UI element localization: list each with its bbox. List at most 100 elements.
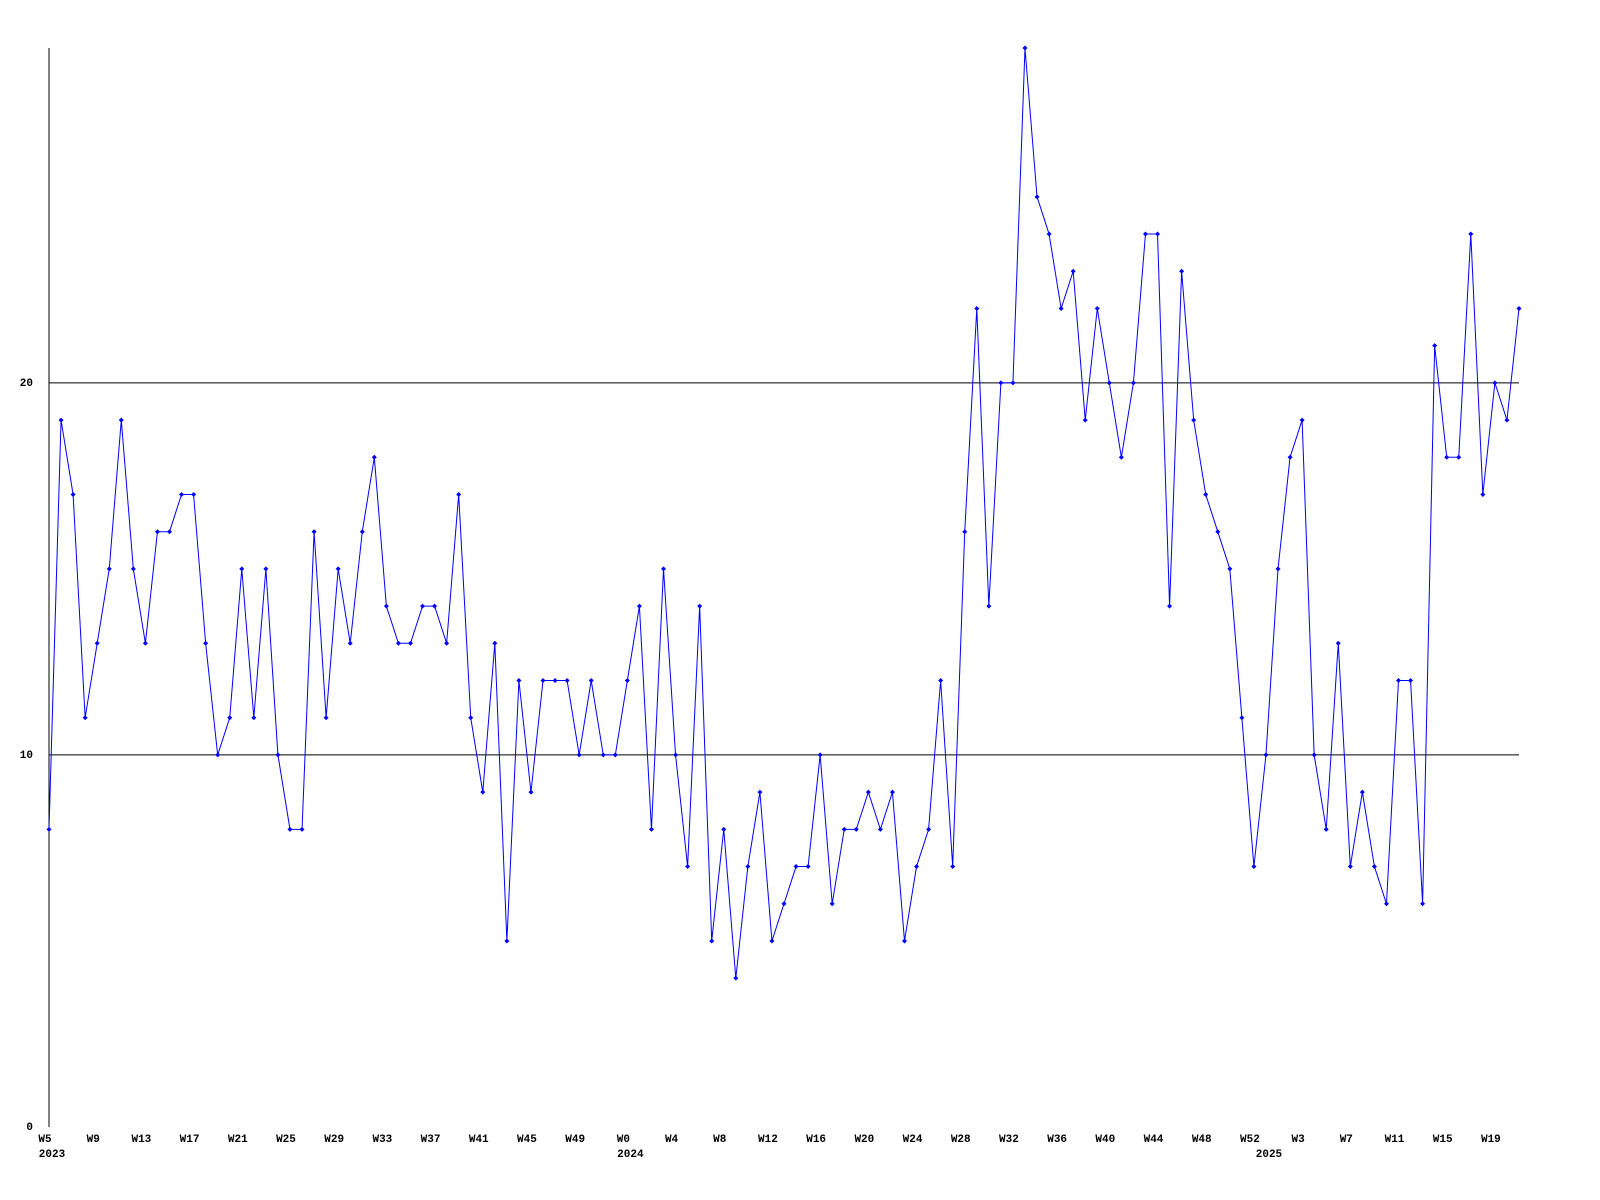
x-tick-label: W5 (38, 1134, 52, 1146)
x-tick-label: W41 (469, 1134, 489, 1146)
data-point (227, 715, 233, 721)
data-point (1492, 380, 1498, 386)
data-point (480, 789, 486, 795)
data-point (697, 603, 703, 609)
x-tick-label: W17 (180, 1134, 200, 1146)
data-point (1323, 826, 1329, 832)
data-point (1335, 640, 1341, 646)
data-point (347, 640, 353, 646)
data-point (1070, 268, 1076, 274)
data-point (1191, 417, 1197, 423)
data-point (986, 603, 992, 609)
x-tick-label: W24 (903, 1134, 923, 1146)
data-point (1263, 752, 1269, 758)
data-point (914, 864, 920, 870)
data-point (142, 640, 148, 646)
data-point (1504, 417, 1510, 423)
data-point (287, 826, 293, 832)
data-point (1371, 864, 1377, 870)
data-point (1383, 901, 1389, 907)
x-tick-label: W0 (617, 1134, 630, 1146)
data-point (1516, 305, 1522, 311)
data-point (106, 566, 112, 572)
year-label: 2025 (1256, 1149, 1283, 1161)
data-point (1130, 380, 1136, 386)
data-point (624, 678, 630, 684)
data-point (962, 529, 968, 535)
data-point (1118, 454, 1124, 460)
data-point (444, 640, 450, 646)
x-tick-label: W7 (1340, 1134, 1353, 1146)
data-point (938, 678, 944, 684)
data-point (1299, 417, 1305, 423)
y-tick-label: 0 (26, 1122, 33, 1134)
data-point (781, 901, 787, 907)
x-tick-label: W36 (1047, 1134, 1067, 1146)
y-tick-label: 20 (20, 378, 33, 390)
data-point (166, 529, 172, 535)
x-tick-label: W33 (372, 1134, 392, 1146)
data-point (1408, 678, 1414, 684)
data-point (1444, 454, 1450, 460)
data-point (576, 752, 582, 758)
data-point (1311, 752, 1317, 758)
data-point (648, 826, 654, 832)
data-point (1480, 491, 1486, 497)
data-point (1359, 789, 1365, 795)
data-point (998, 380, 1004, 386)
data-point (805, 864, 811, 870)
data-point (950, 864, 956, 870)
data-point (974, 305, 980, 311)
data-point (395, 640, 401, 646)
x-tick-label: W20 (854, 1134, 874, 1146)
data-point (1215, 529, 1221, 535)
x-tick-label: W48 (1192, 1134, 1212, 1146)
data-point (564, 678, 570, 684)
data-point (745, 864, 751, 870)
x-tick-label: W13 (131, 1134, 151, 1146)
data-point (612, 752, 618, 758)
x-tick-label: W32 (999, 1134, 1019, 1146)
data-point (70, 491, 76, 497)
x-tick-label: W16 (806, 1134, 826, 1146)
data-point (1227, 566, 1233, 572)
data-point (407, 640, 413, 646)
data-point (661, 566, 667, 572)
data-point (1022, 45, 1028, 51)
y-tick-label: 10 (20, 750, 33, 762)
data-point (215, 752, 221, 758)
x-tick-label: W45 (517, 1134, 537, 1146)
data-point (1046, 231, 1052, 237)
data-point (636, 603, 642, 609)
x-tick-label: W44 (1144, 1134, 1164, 1146)
year-label: 2023 (39, 1149, 66, 1161)
data-point (130, 566, 136, 572)
x-tick-label: W9 (87, 1134, 100, 1146)
data-point (841, 826, 847, 832)
x-tick-label: W28 (951, 1134, 971, 1146)
x-tick-label: W25 (276, 1134, 296, 1146)
data-point (275, 752, 281, 758)
data-point (600, 752, 606, 758)
data-point (516, 678, 522, 684)
year-label: 2024 (617, 1149, 644, 1161)
data-point (1468, 231, 1474, 237)
data-point (1287, 454, 1293, 460)
data-point (432, 603, 438, 609)
data-point (817, 752, 823, 758)
data-point (1432, 343, 1438, 349)
data-point (588, 678, 594, 684)
data-point (58, 417, 64, 423)
data-point (853, 826, 859, 832)
x-tick-label: W4 (665, 1134, 679, 1146)
data-point (865, 789, 871, 795)
x-tick-label: W37 (421, 1134, 441, 1146)
data-point (504, 938, 510, 944)
data-point (383, 603, 389, 609)
x-tick-label: W8 (713, 1134, 727, 1146)
data-point (118, 417, 124, 423)
data-point (540, 678, 546, 684)
data-point (1347, 864, 1353, 870)
data-point (359, 529, 365, 535)
